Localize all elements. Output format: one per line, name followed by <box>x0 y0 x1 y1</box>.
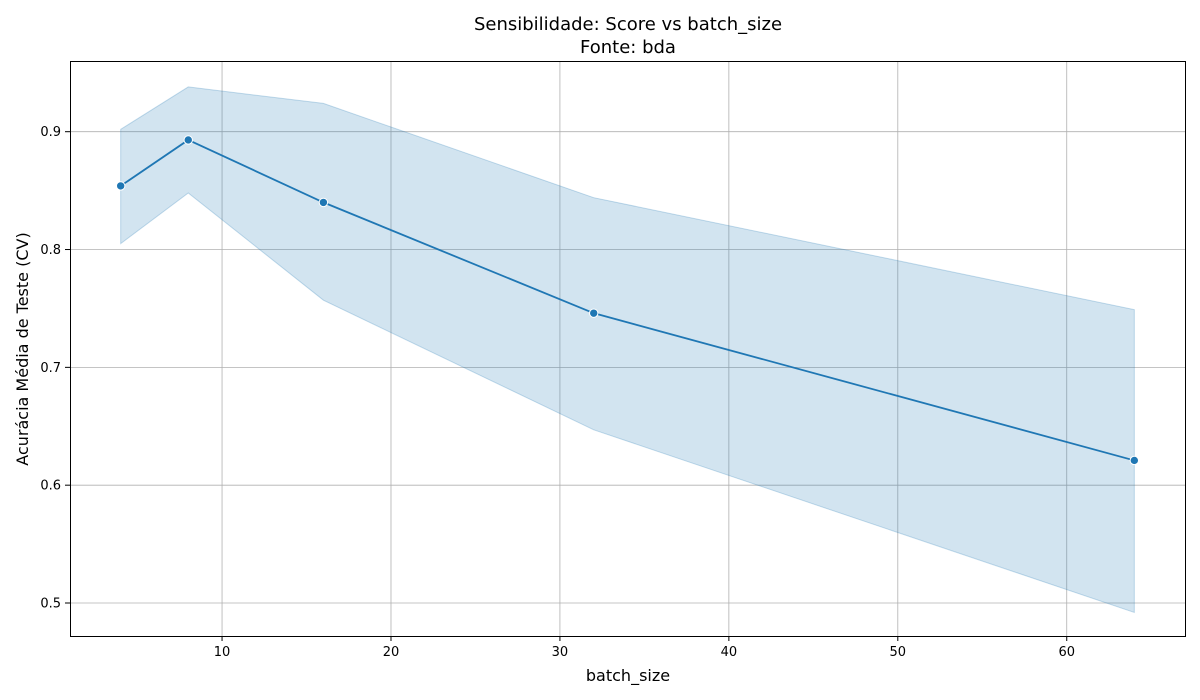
y-tick-label: 0.9 <box>40 125 61 140</box>
confidence-band-layer <box>120 86 1135 614</box>
y-axis-ticks: 0.5 0.6 0.7 0.8 0.9 <box>40 125 70 612</box>
x-tick-label: 40 <box>721 645 738 660</box>
chart-subtitle: Fonte: bda <box>580 37 676 58</box>
x-axis-label: batch_size <box>586 666 670 686</box>
grid-layer <box>70 61 1185 636</box>
data-point <box>589 308 599 318</box>
y-tick-label: 0.6 <box>40 479 61 494</box>
y-tick-label: 0.5 <box>40 597 61 612</box>
y-tick-label: 0.7 <box>40 361 61 376</box>
y-tick-label: 0.8 <box>40 243 61 258</box>
plot-frame <box>70 61 1186 637</box>
x-axis-ticks: 10 20 30 40 50 60 <box>214 636 1075 660</box>
data-point <box>115 181 126 191</box>
chart-title: Sensibilidade: Score vs batch_size <box>474 14 782 35</box>
data-point <box>318 197 329 208</box>
data-point <box>1129 455 1140 466</box>
confidence-band <box>120 86 1135 614</box>
x-tick-label: 60 <box>1058 645 1075 660</box>
x-tick-label: 30 <box>552 645 569 660</box>
x-tick-label: 20 <box>383 645 400 660</box>
data-points-layer <box>115 135 1140 466</box>
data-point <box>183 135 193 145</box>
y-axis-label: Acurácia Média de Teste (CV) <box>13 232 32 465</box>
x-tick-label: 50 <box>890 645 907 660</box>
x-tick-label: 10 <box>214 645 231 660</box>
